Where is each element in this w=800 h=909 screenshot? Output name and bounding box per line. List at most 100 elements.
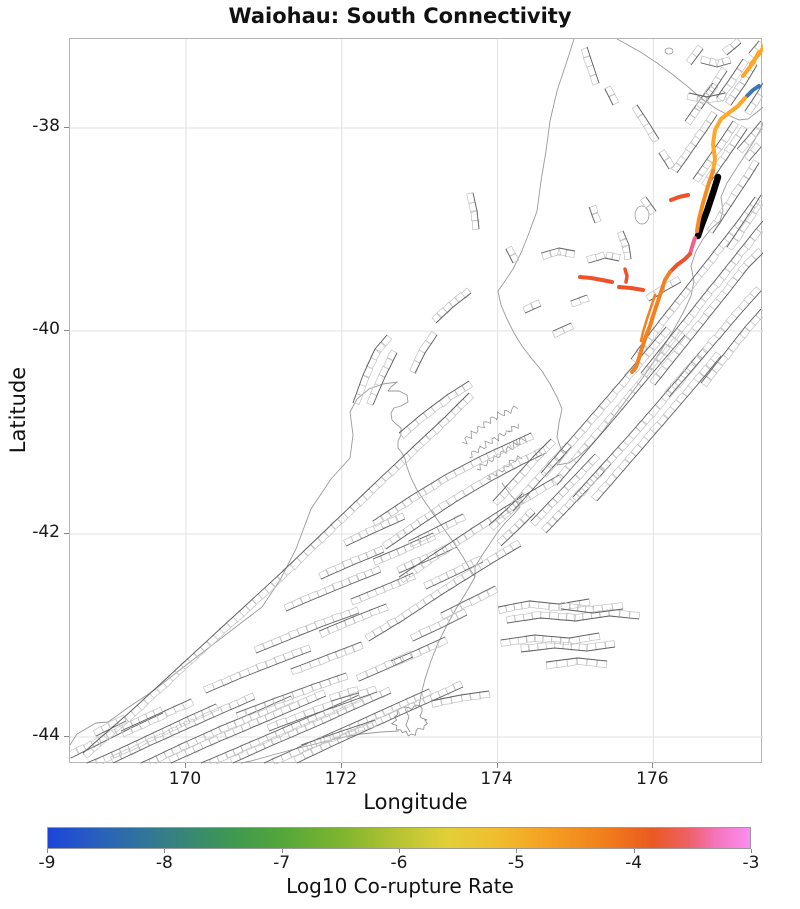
fault-trace — [524, 305, 542, 314]
fault-trace — [425, 561, 484, 590]
fault-trace — [255, 612, 360, 654]
fault-patch-chain — [391, 636, 449, 667]
fault-trace — [552, 322, 572, 332]
fault-trace — [345, 518, 406, 547]
fault-trace — [506, 615, 640, 624]
x-tick-label: 172 — [324, 769, 358, 789]
coastline — [388, 390, 476, 578]
fault-patch-chain — [500, 632, 601, 647]
fault-trace — [540, 247, 576, 254]
fault-trace — [540, 326, 667, 474]
coastline — [418, 576, 476, 708]
x-tick-label: 176 — [636, 769, 669, 789]
coastline — [497, 39, 575, 466]
fault-patch-chain — [409, 608, 468, 642]
lake-outline — [664, 47, 674, 55]
fault-patch-chain — [699, 55, 732, 68]
fault-patch-chain — [488, 492, 529, 531]
fault-patch-chain — [399, 380, 473, 439]
y-tick-label: -42 — [32, 522, 60, 542]
rupture-segment-pink-segment — [688, 236, 697, 256]
colorbar-tick-mark — [516, 849, 518, 853]
rupture-segment-red-upper — [669, 193, 690, 202]
rupture-segment-blue-segment — [745, 84, 761, 98]
fault-trace — [736, 120, 762, 150]
fault-patch-chain — [293, 680, 464, 764]
fault-trace — [358, 656, 414, 682]
fault-trace — [205, 650, 312, 694]
fault-trace — [330, 692, 360, 702]
fault-trace — [398, 380, 470, 434]
fault-trace — [744, 82, 763, 112]
fault-patch-chain — [200, 694, 363, 764]
fault-trace — [730, 64, 758, 106]
fault-patch-chain — [706, 159, 760, 234]
fault-patch-chain — [695, 66, 728, 110]
fault-trace — [640, 220, 763, 374]
y-tick-label: -38 — [32, 116, 60, 136]
fault-patch-chain — [664, 286, 762, 397]
fault-patch-chain — [423, 555, 484, 590]
fault-patch-chain — [229, 686, 392, 764]
fault-patch-chain — [522, 299, 542, 314]
fault-patch-chain — [82, 392, 475, 759]
fault-trace — [700, 308, 762, 384]
fault-patch-chain — [630, 196, 761, 364]
fault-trace — [268, 691, 378, 732]
fault-patch-chain — [725, 194, 763, 251]
map-plot-area — [69, 38, 763, 764]
rupture-segment-orange-strand2 — [639, 293, 657, 343]
x-tick-mark — [496, 763, 498, 768]
fault-trace — [472, 192, 480, 230]
fault-trace — [372, 532, 434, 560]
colorbar-tick-mark — [47, 849, 48, 853]
colorbar-tick-label: -5 — [507, 853, 525, 873]
fault-patch-chain — [717, 58, 749, 102]
sounds-coastline — [462, 405, 518, 445]
fault-trace — [300, 719, 376, 746]
x-tick-mark — [185, 763, 186, 768]
fault-trace — [170, 695, 327, 764]
colorbar-tick-mark — [164, 849, 166, 853]
y-tick-label: -44 — [32, 725, 60, 745]
x-tick-mark — [340, 763, 342, 768]
fault-trace — [112, 698, 256, 764]
fault-patch-chain — [355, 650, 414, 682]
fault-trace — [412, 614, 468, 642]
rupture-segment-red-dash-east — [617, 285, 645, 292]
fault-patch-chain — [202, 644, 312, 694]
fault-patch-chain — [506, 608, 640, 624]
colorbar-tick-mark — [751, 849, 752, 853]
fault-trace — [654, 252, 763, 386]
fault-trace — [556, 334, 686, 486]
fault-trace — [586, 46, 600, 84]
fault-trace — [676, 114, 718, 174]
fault-trace — [658, 152, 670, 170]
fault-trace — [622, 230, 632, 260]
fault-patch-chain — [350, 572, 417, 606]
fault-trace — [414, 334, 438, 374]
fault-patch-chain — [466, 192, 480, 231]
fault-trace — [140, 695, 292, 764]
x-tick-label: 170 — [168, 769, 202, 789]
fault-patch-chain — [508, 442, 572, 512]
x-axis-label: Longitude — [363, 790, 468, 814]
coastline — [240, 730, 400, 764]
fault-patch-chain — [371, 432, 535, 527]
fault-patch-chain — [319, 603, 389, 639]
rupture-segment-source-waiohau-south — [694, 173, 722, 240]
fault-patch-chain — [569, 294, 590, 308]
fault-trace — [435, 292, 472, 324]
fault-patch-chain — [701, 308, 763, 388]
fault-trace — [368, 545, 522, 642]
colorbar — [47, 827, 751, 849]
rupture-segment-gold-north-b — [749, 44, 763, 66]
fault-patch-chain — [110, 692, 256, 764]
fault-patch-chain — [640, 220, 763, 378]
fault-patch-chain — [364, 539, 522, 642]
fault-trace — [398, 474, 560, 578]
fault-trace — [726, 42, 742, 56]
fault-trace — [530, 453, 596, 522]
fault-trace — [505, 248, 514, 264]
coastline — [474, 482, 521, 577]
